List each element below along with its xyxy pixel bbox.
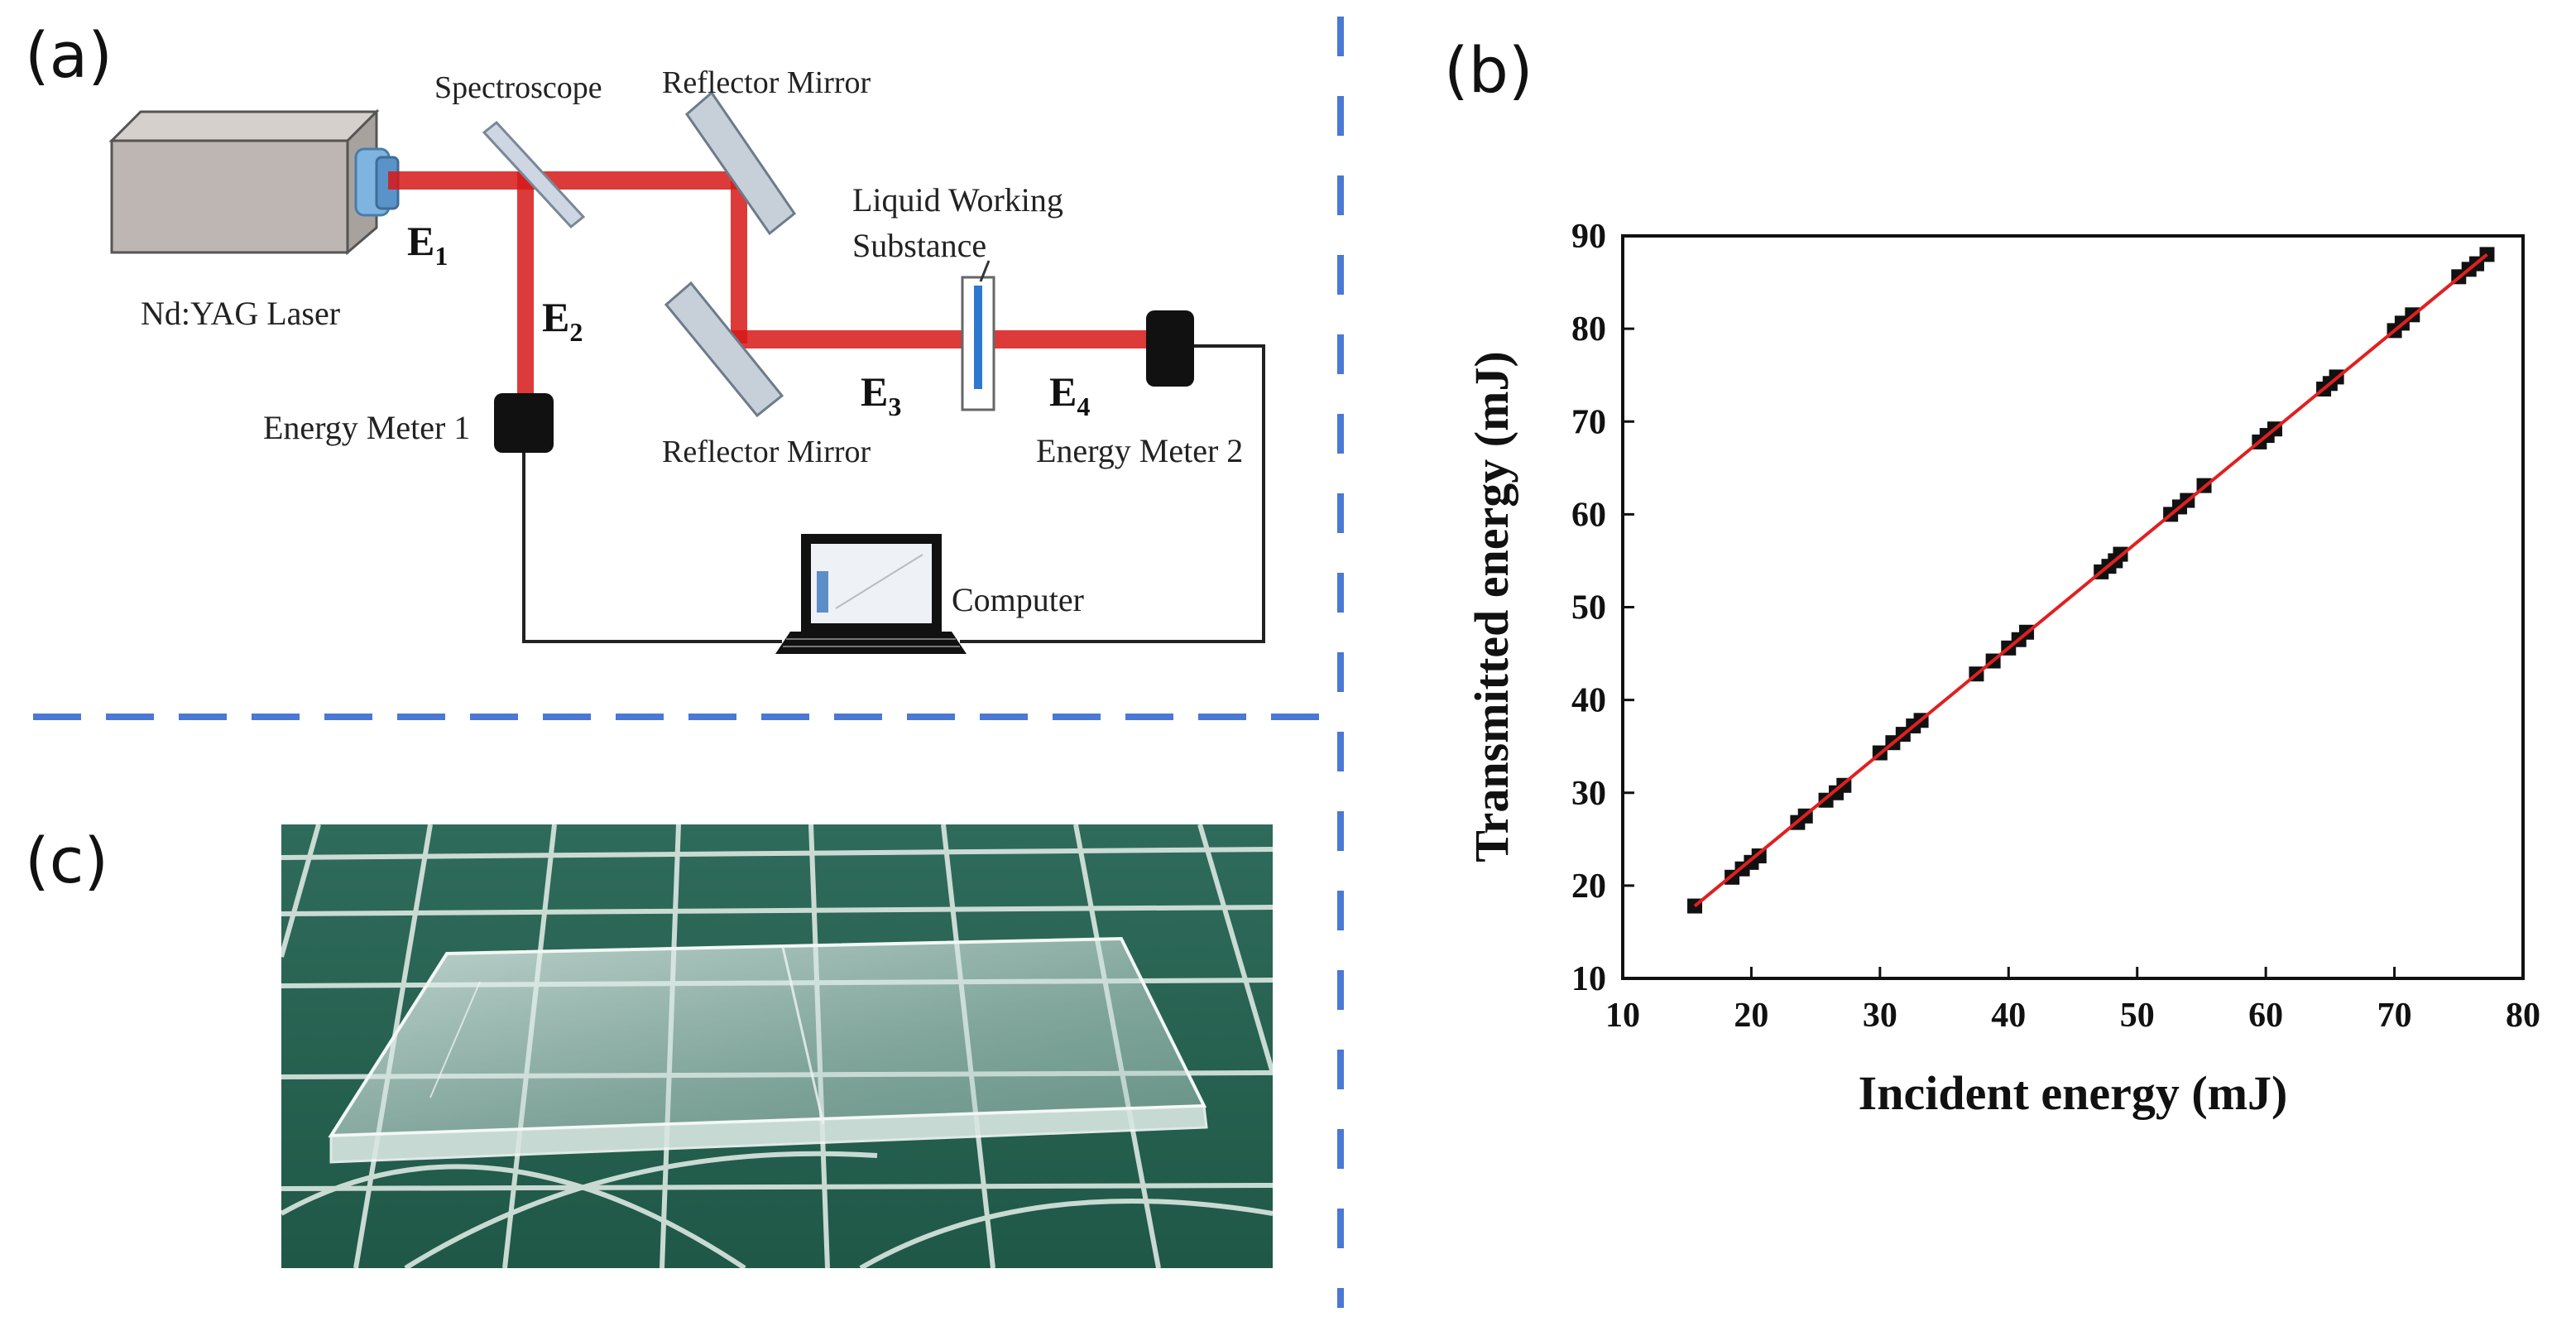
fit-line	[1693, 252, 2488, 908]
e2-label: E2	[542, 294, 583, 347]
y-tick-label: 50	[1571, 589, 1606, 627]
y-axis-label: Transmitted energy (mJ)	[1465, 351, 1518, 862]
spectroscope	[482, 120, 586, 229]
energy-chart: 10 20 30 40 50 60 70 80 10 20 30 40 50 60 70 80 90 Inci…	[1465, 218, 2540, 1120]
y-tick-label: 80	[1571, 310, 1606, 348]
energy-meter-2	[1146, 310, 1194, 387]
liquid-label-line2: Substance	[852, 227, 986, 264]
cables	[522, 344, 1265, 643]
reflector-mirror-top	[684, 90, 797, 236]
laser-device	[108, 108, 400, 256]
x-tick-label: 40	[1991, 997, 2026, 1035]
x-axis-label: Incident energy (mJ)	[1859, 1066, 2288, 1120]
energy-meter-1	[494, 393, 554, 453]
spectroscope-label: Spectroscope	[434, 70, 602, 105]
y-tick-label: 40	[1571, 682, 1606, 720]
laser-label: Nd:YAG Laser	[141, 295, 340, 332]
y-axis-ticks: 10 20 30 40 50 60 70 80 90	[1571, 218, 1634, 998]
y-tick-label: 70	[1571, 403, 1606, 441]
x-tick-label: 70	[2377, 997, 2412, 1035]
liquid-cell	[961, 260, 995, 411]
liquid-label-line1: Liquid Working	[852, 181, 1063, 219]
energy-meter-2-label: Energy Meter 2	[1036, 432, 1243, 469]
glass-sample-photo	[281, 824, 1273, 1268]
reflector-bottom-label: Reflector Mirror	[662, 435, 871, 469]
x-tick-label: 60	[2248, 997, 2283, 1035]
y-tick-label: 30	[1571, 775, 1606, 813]
x-tick-label: 80	[2506, 997, 2540, 1035]
panel-c-label: (c)	[25, 824, 109, 897]
e4-label: E4	[1049, 368, 1090, 421]
panel-b-label: (b)	[1444, 33, 1533, 107]
y-tick-label: 20	[1571, 867, 1606, 906]
computer-laptop	[775, 534, 967, 654]
x-tick-label: 20	[1734, 997, 1768, 1035]
reflector-mirror-bottom	[664, 281, 784, 418]
x-axis-ticks: 10 20 30 40 50 60 70 80	[1605, 967, 2540, 1035]
x-tick-label: 30	[1863, 997, 1897, 1035]
panel-a-label: (a)	[25, 18, 113, 92]
e1-label: E1	[407, 218, 448, 271]
e3-label: E3	[861, 368, 901, 421]
reflector-top-label: Reflector Mirror	[662, 65, 871, 100]
setup-diagram: Spectroscope Reflector Mirror Liquid Wor…	[108, 65, 1265, 654]
x-tick-label: 50	[2120, 997, 2155, 1035]
y-tick-label: 60	[1571, 496, 1606, 534]
y-tick-label: 10	[1571, 960, 1606, 998]
computer-label: Computer	[952, 581, 1084, 618]
laser-beams	[388, 171, 1163, 418]
x-tick-label: 10	[1605, 997, 1640, 1035]
plot-frame	[1621, 234, 2525, 980]
energy-meter-1-label: Energy Meter 1	[263, 409, 470, 446]
y-tick-label: 90	[1571, 218, 1606, 256]
